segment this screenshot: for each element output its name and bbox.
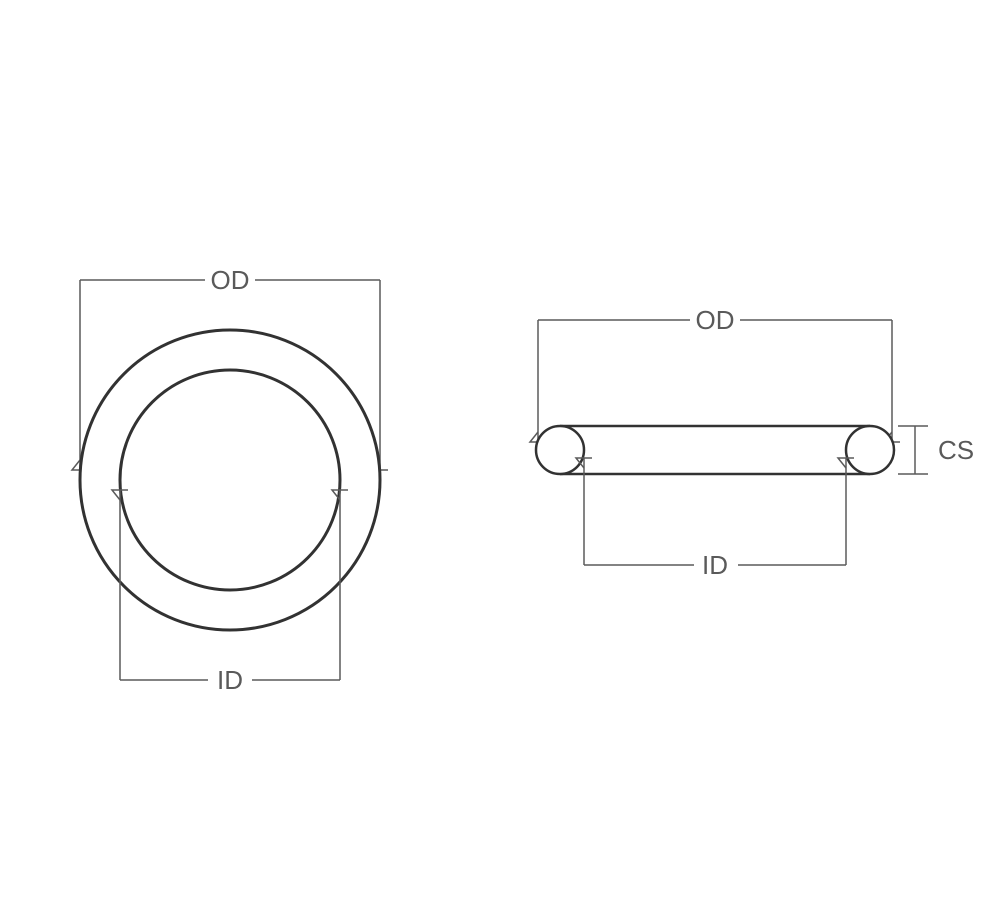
side-right-cap — [846, 426, 894, 474]
ring-inner — [120, 370, 340, 590]
side-left-cap — [536, 426, 584, 474]
side-id-dimension: ID — [576, 458, 854, 581]
side-od-dimension: OD — [530, 302, 900, 442]
side-cs-dimension: CS — [898, 426, 974, 474]
side-id-label: ID — [702, 550, 728, 580]
front-view: OD ID — [72, 260, 388, 696]
front-id-label: ID — [217, 665, 243, 695]
side-view: OD CS ID — [530, 302, 974, 581]
front-od-label: OD — [211, 265, 250, 295]
side-body — [536, 426, 894, 474]
side-cs-label: CS — [938, 435, 974, 465]
side-od-label: OD — [696, 305, 735, 335]
o-ring-diagram: OD ID OD — [0, 0, 1000, 924]
